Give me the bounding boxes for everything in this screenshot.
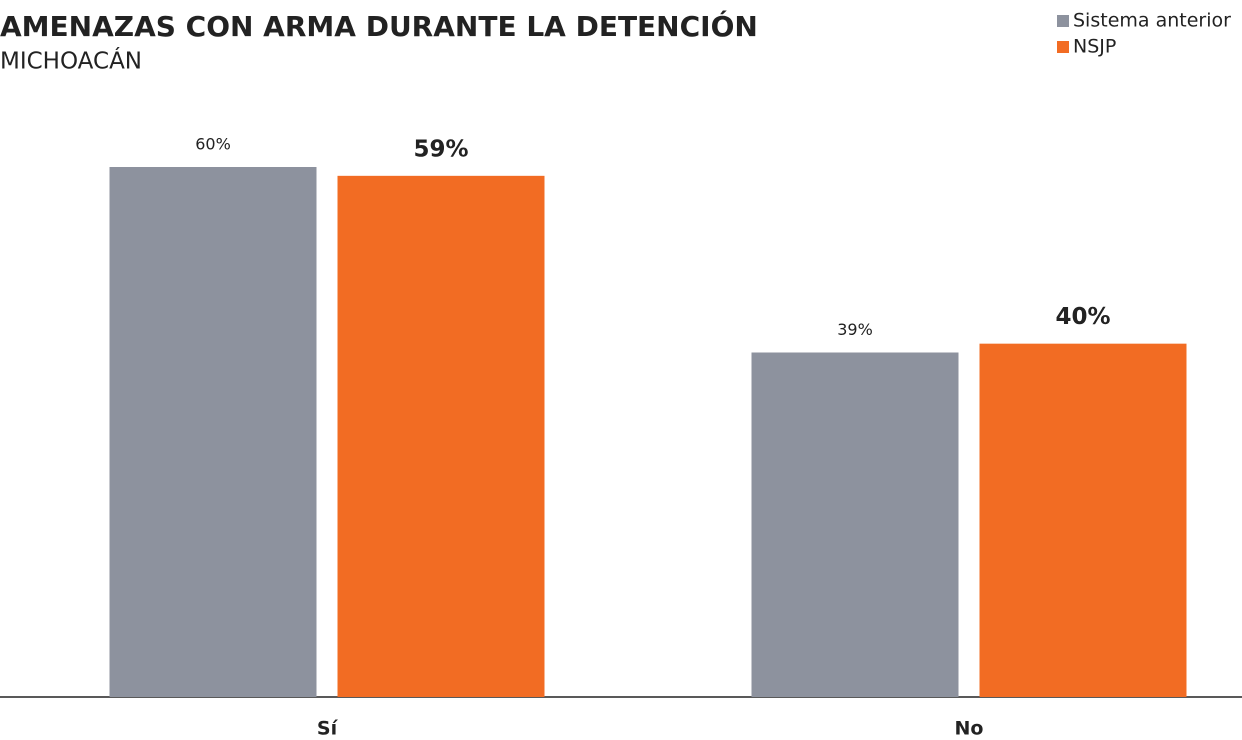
- legend-label: Sistema anterior: [1073, 10, 1231, 32]
- data-label: 60%: [195, 135, 231, 154]
- data-label: 39%: [837, 320, 873, 339]
- bar: [337, 175, 545, 698]
- x-tick-label: No: [955, 718, 984, 740]
- x-tick-label: Sí: [317, 718, 339, 740]
- legend-swatch: [1057, 15, 1069, 27]
- data-label: 40%: [1055, 304, 1110, 330]
- chart-subtitle: MICHOACÁN: [0, 47, 142, 75]
- legend-label: NSJP: [1073, 36, 1116, 58]
- data-label: 59%: [413, 136, 468, 162]
- bar: [979, 343, 1187, 697]
- legend-swatch: [1057, 41, 1069, 53]
- bar: [109, 167, 317, 697]
- chart-title: AMENAZAS CON ARMA DURANTE LA DETENCIÓN: [0, 9, 758, 43]
- bar: [751, 352, 959, 697]
